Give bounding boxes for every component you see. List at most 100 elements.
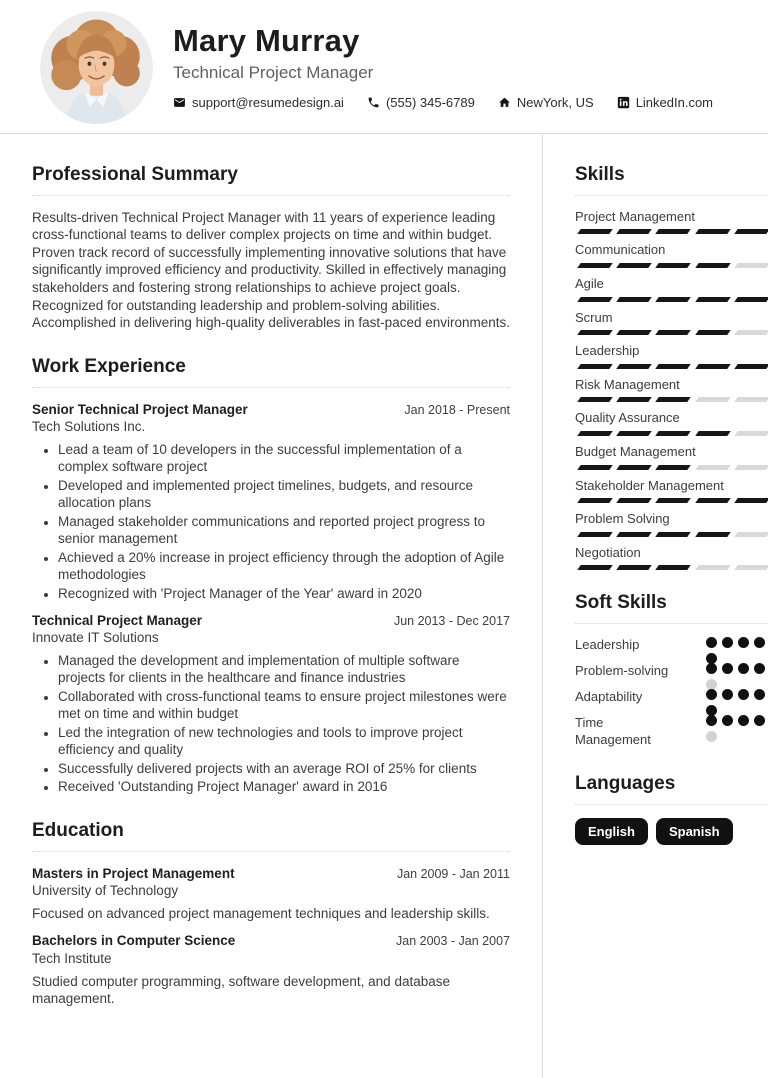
skill-bar-segment xyxy=(577,531,613,537)
skill-bar-segment xyxy=(655,464,692,470)
skill-bar-segment xyxy=(694,498,731,504)
contact-row: support@resumedesign.ai (555) 345-6789 New… xyxy=(173,95,713,110)
skill-bar-segment xyxy=(655,531,692,537)
work-heading: Work Experience xyxy=(32,355,186,377)
education-date: Jan 2009 - Jan 2011 xyxy=(396,866,510,881)
job-bullets: Managed the development and implementati… xyxy=(32,652,510,796)
skill-bar-segment xyxy=(577,498,613,504)
skill-name: Project Management xyxy=(575,208,695,224)
skill-name: Agile xyxy=(575,276,604,292)
skill-item: Problem Solving xyxy=(575,511,768,537)
skill-item: Leadership xyxy=(575,343,768,369)
skill-item: Scrum xyxy=(575,310,768,336)
soft-skill-dot xyxy=(738,663,749,675)
skill-bar-segment xyxy=(655,397,692,403)
skill-bar-segment xyxy=(577,431,613,436)
skill-bar xyxy=(575,565,768,571)
soft-skill-dot xyxy=(706,689,717,700)
section-languages: Languages English Spanish xyxy=(575,773,768,846)
job-list: Senior Technical Project Manager Jan 2018… xyxy=(32,401,510,796)
contact-phone: (555) 345-6789 xyxy=(367,95,475,110)
skill-bar-segment xyxy=(616,565,653,571)
skill-name: Communication xyxy=(575,242,666,258)
skill-bar-segment xyxy=(694,464,731,470)
job-bullets: Lead a team of 10 developers in the succ… xyxy=(32,441,510,603)
job-date: Jun 2013 - Dec 2017 xyxy=(393,613,510,628)
section-divider xyxy=(32,850,510,852)
soft-skill-item: Problem-solving xyxy=(575,663,768,691)
section-divider xyxy=(575,194,768,196)
soft-skill-dot xyxy=(738,714,749,726)
skill-bar-segment xyxy=(694,565,731,571)
skill-bar-segment xyxy=(577,296,613,302)
skills-heading: Skills xyxy=(575,164,625,185)
contact-envelope[interactable]: support@resumedesign.ai xyxy=(173,95,344,110)
job-bullet: Collaborated with cross-functional teams… xyxy=(58,688,510,723)
skill-name: Quality Assurance xyxy=(575,410,680,426)
language-badges: English Spanish xyxy=(575,817,768,846)
content-columns: Professional Summary Results-driven Tech… xyxy=(0,134,768,1078)
summary-heading: Professional Summary xyxy=(32,164,238,185)
soft-skill-dot xyxy=(722,714,733,726)
skill-bar-segment xyxy=(616,531,653,537)
job-bullet: Achieved a 20% increase in project effic… xyxy=(58,549,510,584)
phone-icon xyxy=(367,96,380,109)
language-badge: Spanish xyxy=(655,817,733,846)
skill-bar xyxy=(575,330,768,336)
soft-skill-dot xyxy=(722,637,733,649)
section-education: Education Masters in Project Management J… xyxy=(32,820,510,1008)
degree-title: Masters in Project Management xyxy=(32,865,235,881)
skill-bar-segment xyxy=(734,363,768,369)
skill-bar-segment xyxy=(655,565,692,571)
section-divider xyxy=(575,803,768,805)
education-header: Masters in Project Management Jan 2009 - … xyxy=(32,865,510,883)
job-entry: Technical Project Manager Jun 2013 - Dec … xyxy=(32,612,510,796)
skill-bar-segment xyxy=(694,531,731,537)
skill-bar-segment xyxy=(734,498,768,504)
section-divider xyxy=(575,623,768,625)
contact-linkedin[interactable]: LinkedIn.com xyxy=(617,95,713,110)
skill-bar-segment xyxy=(616,397,653,403)
skill-item: Communication xyxy=(575,242,768,269)
job-bullet: Managed stakeholder communications and r… xyxy=(58,513,510,548)
soft-skill-dot xyxy=(706,679,717,691)
skill-bar-segment xyxy=(694,229,731,235)
skill-name: Scrum xyxy=(575,309,613,325)
soft-skill-dots xyxy=(706,637,768,665)
education-heading: Education xyxy=(32,820,124,841)
soft-skill-dot xyxy=(722,689,733,700)
job-title: Technical Project Manager xyxy=(32,612,203,628)
skill-bar-segment xyxy=(577,330,613,336)
job-title: Senior Technical Project Manager xyxy=(32,401,248,417)
job-bullet: Managed the development and implementati… xyxy=(58,652,510,687)
skill-name: Stakeholder Management xyxy=(575,477,724,493)
contact-text: (555) 345-6789 xyxy=(385,94,475,110)
job-bullet: Successfully delivered projects with an … xyxy=(58,760,510,778)
skill-bar-segment xyxy=(577,229,613,235)
skill-bar-segment xyxy=(616,464,653,470)
section-skills: Skills Project Management Communication Ag… xyxy=(575,164,768,571)
profile-photo xyxy=(40,10,153,124)
job-company: Innovate IT Solutions xyxy=(32,630,159,646)
skill-item: Negotiation xyxy=(575,545,768,571)
soft-skill-item: Adaptability xyxy=(575,689,768,716)
soft-skill-item: Time Management xyxy=(575,714,768,749)
soft-skill-name: Leadership xyxy=(575,637,640,653)
skill-item: Risk Management xyxy=(575,377,768,403)
soft-skill-dot xyxy=(706,714,717,726)
soft-skill-list: Leadership Problem-solving Adaptability Tim… xyxy=(575,637,768,748)
education-description: Studied computer programming, software d… xyxy=(32,973,450,1007)
skill-bar xyxy=(575,363,768,369)
skill-bar-segment xyxy=(734,330,768,336)
skill-bar-segment xyxy=(577,397,613,403)
skill-bar-segment xyxy=(655,498,692,504)
person-title: Technical Project Manager xyxy=(173,62,374,82)
avatar-illustration xyxy=(40,10,153,124)
sidebar-column: Skills Project Management Communication Ag… xyxy=(542,134,768,1078)
soft-skills-heading: Soft Skills xyxy=(575,592,667,614)
skill-bar-segment xyxy=(694,431,731,436)
soft-skill-dot xyxy=(738,689,749,700)
job-date: Jan 2018 - Present xyxy=(404,402,510,417)
skill-list: Project Management Communication Agile Scru… xyxy=(575,209,768,571)
